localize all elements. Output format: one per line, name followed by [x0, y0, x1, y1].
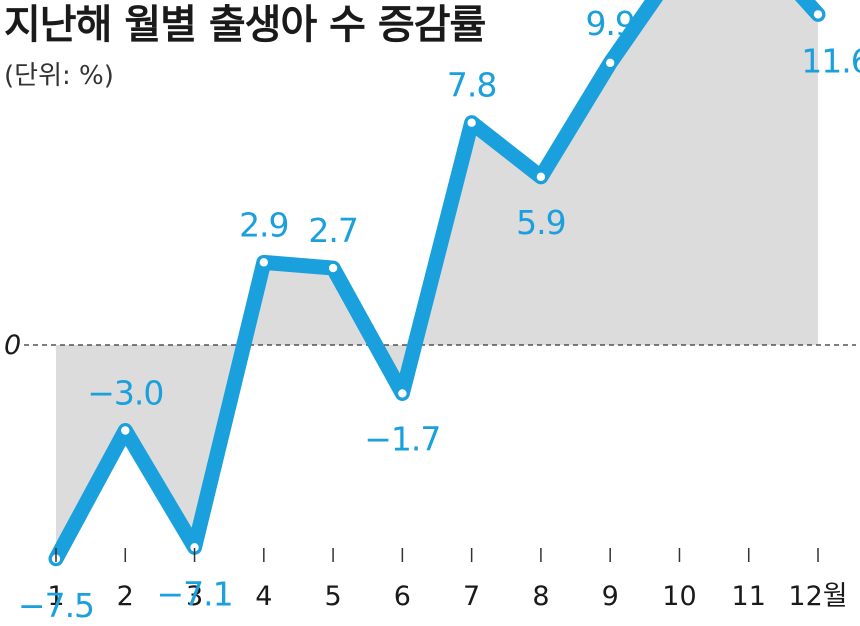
data-label-9: 9.9	[585, 4, 634, 43]
data-point-3	[190, 543, 199, 552]
data-point-9	[605, 58, 615, 68]
zero-label: 0	[4, 330, 21, 361]
x-tick-label-5: 5	[324, 581, 341, 612]
data-label-1: −7.5	[18, 586, 94, 625]
chart-subtitle: (단위: %)	[4, 61, 114, 91]
data-point-12월	[813, 10, 823, 19]
x-tick-label-12월: 12월	[788, 581, 847, 612]
data-point-2	[121, 426, 130, 435]
data-point-8	[536, 172, 546, 182]
x-tick-label-6: 6	[394, 581, 411, 612]
x-tick-label-3: 3	[186, 581, 203, 612]
x-tick-label-1: 1	[47, 581, 64, 612]
data-point-7	[467, 118, 476, 127]
x-tick-label-2: 2	[117, 581, 134, 612]
data-point-5	[328, 263, 338, 273]
data-label-4: 2.9	[239, 205, 288, 244]
data-point-4	[259, 258, 269, 267]
x-tick-label-10: 10	[662, 581, 696, 612]
data-label-3: −7.1	[156, 574, 232, 613]
x-tick-label-11: 11	[732, 581, 766, 612]
series-line	[48, 0, 826, 567]
data-point-6	[398, 389, 407, 398]
data-label-5: 2.7	[308, 211, 357, 250]
chart-title: 지난해 월별 출생아 수 증감률	[4, 2, 486, 48]
data-label-7: 7.8	[447, 66, 496, 105]
x-tick-label-8: 8	[532, 581, 549, 612]
x-tick-label-4: 4	[255, 581, 272, 612]
data-label-12월: 11.6	[801, 41, 860, 80]
x-tick-label-7: 7	[463, 581, 480, 612]
data-label-6: −1.7	[364, 419, 440, 458]
data-label-8: 5.9	[516, 203, 565, 242]
x-tick-label-9: 9	[602, 581, 619, 612]
data-label-2: −3.0	[87, 374, 163, 413]
